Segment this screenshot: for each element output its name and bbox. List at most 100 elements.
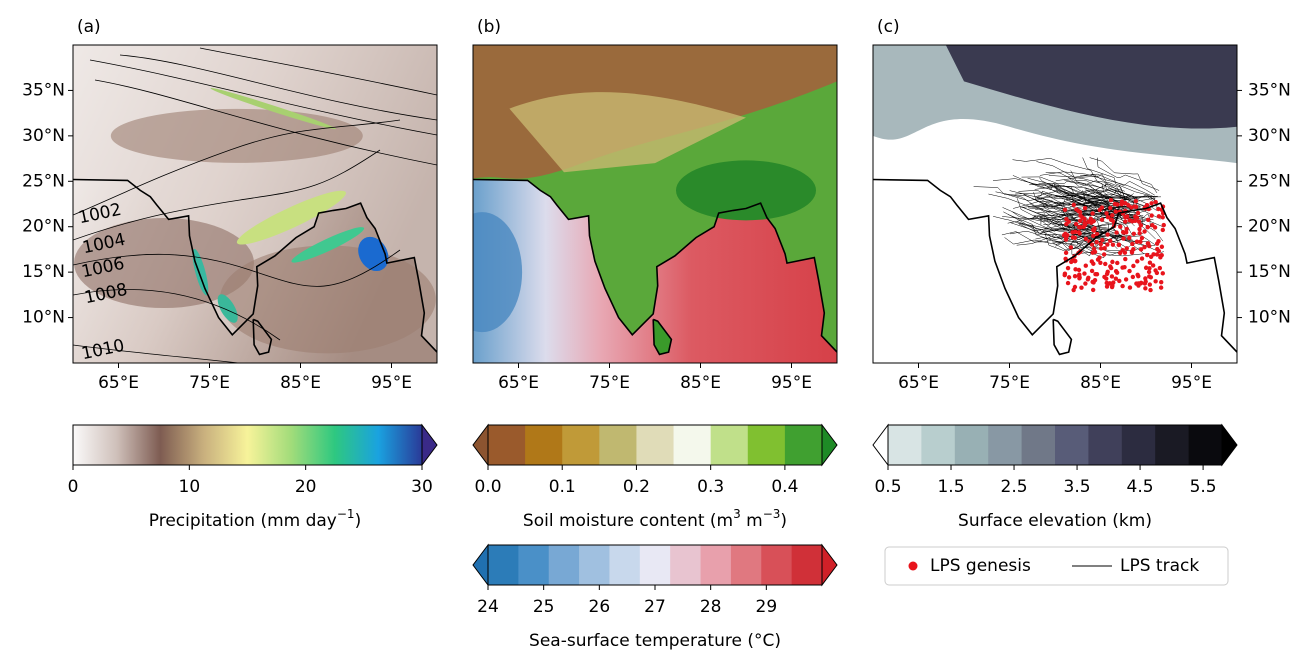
lps-genesis <box>1138 247 1144 252</box>
lps-genesis <box>1114 270 1120 275</box>
lps-genesis <box>1159 253 1164 258</box>
colorbar-tick-label: 25 <box>533 597 555 617</box>
lps-genesis <box>1127 235 1132 241</box>
lon-label: 65°E <box>898 373 939 393</box>
lps-genesis <box>1146 217 1151 223</box>
lat-label: 10°N <box>1248 308 1291 328</box>
legend-label: LPS track <box>1120 556 1199 576</box>
lps-genesis <box>1082 271 1087 276</box>
colorbar-cell <box>518 545 550 585</box>
lps-genesis <box>1100 237 1105 243</box>
colorbar-cell <box>599 425 637 465</box>
lps-genesis <box>1063 250 1069 255</box>
precip-area <box>291 227 365 263</box>
colorbar-cell <box>488 425 526 465</box>
lps-genesis <box>1073 258 1078 264</box>
lps-genesis <box>1094 239 1099 245</box>
lps-genesis <box>1083 263 1088 268</box>
lps-track <box>1055 173 1125 192</box>
lps-genesis <box>1117 250 1123 256</box>
lps-genesis <box>1123 277 1129 282</box>
lps-genesis <box>1073 267 1078 272</box>
precip-area <box>110 108 363 163</box>
lps-track <box>1097 157 1158 194</box>
colorbar-tick-label: 30 <box>411 477 433 497</box>
precip-area <box>192 248 209 296</box>
lps-genesis <box>1113 276 1119 281</box>
lps-genesis <box>1090 250 1095 255</box>
lps-genesis <box>1143 265 1149 270</box>
label-part: Sea-surface temperature (°C) <box>529 631 781 651</box>
colorbar-frame <box>72 424 423 466</box>
lat-label: 35°N <box>22 80 65 100</box>
lps-genesis <box>1091 233 1096 238</box>
lat-label: 15°N <box>22 262 65 282</box>
lps-genesis <box>1102 246 1107 251</box>
lps-genesis <box>1122 264 1127 270</box>
lon-label: 95°E <box>771 373 812 393</box>
lps-genesis <box>1156 214 1162 219</box>
lps-genesis <box>1136 283 1141 288</box>
colorbar-tick-label: 20 <box>295 477 317 497</box>
colorbar-cell <box>670 545 702 585</box>
precip-area <box>217 294 238 323</box>
colorbar-label: Soil moisture content (m3 m−3) <box>523 507 787 532</box>
lps-genesis <box>1160 271 1165 276</box>
lps-genesis <box>1089 268 1095 274</box>
colorbar-cell <box>888 425 922 465</box>
colorbar-cell <box>1121 425 1156 465</box>
lps-genesis <box>1147 260 1153 265</box>
lon-label: 75°E <box>189 373 230 393</box>
lps-genesis <box>1110 259 1115 265</box>
coastline <box>1052 318 1073 356</box>
lps-genesis <box>1065 265 1071 271</box>
lps-genesis <box>1150 263 1156 268</box>
colorbar-cell <box>562 425 600 465</box>
lps-genesis <box>1148 275 1154 280</box>
colorbar-tick-label: 4.5 <box>1127 477 1154 497</box>
isobar <box>73 119 401 216</box>
lps-genesis <box>1116 242 1122 247</box>
lps-genesis <box>1127 285 1133 290</box>
lps-genesis <box>1135 272 1140 278</box>
lps-genesis <box>1156 248 1162 254</box>
colorbar-label: Surface elevation (km) <box>958 511 1152 531</box>
colorbar-cell <box>791 545 823 585</box>
lps-track <box>1013 200 1095 226</box>
lps-genesis <box>1139 256 1145 261</box>
lps-track <box>1012 158 1118 193</box>
label-part: ) <box>780 511 787 531</box>
lps-genesis <box>1068 245 1074 250</box>
precip-area <box>219 245 436 354</box>
lps-genesis <box>1156 238 1161 244</box>
precip-area <box>236 190 346 245</box>
lps-track <box>1030 203 1120 242</box>
isobar <box>73 249 401 287</box>
lps-genesis <box>1142 229 1147 234</box>
transition <box>509 92 746 173</box>
lps-genesis <box>1091 261 1096 266</box>
colorbar-cell <box>988 425 1023 465</box>
lps-genesis <box>1156 206 1161 212</box>
lps-genesis <box>1070 230 1075 235</box>
lps-genesis <box>1145 224 1150 230</box>
lps-genesis <box>1062 207 1068 213</box>
lps-genesis <box>1089 220 1094 225</box>
colorbar-cell <box>639 545 671 585</box>
colorbar-tick-label: 24 <box>477 597 499 617</box>
lps-genesis <box>1157 265 1163 271</box>
lps-genesis <box>1138 239 1143 244</box>
label-part: Soil moisture content (m <box>523 511 733 531</box>
lat-label: 35°N <box>1248 80 1291 100</box>
label-part: Surface elevation (km) <box>958 511 1152 531</box>
lps-genesis <box>1133 199 1139 204</box>
colorbar-tick-label: 3.5 <box>1064 477 1091 497</box>
lps-genesis <box>1138 223 1144 228</box>
lps-genesis <box>1108 197 1114 203</box>
lps-genesis <box>1069 259 1074 265</box>
lps-genesis <box>1091 246 1097 252</box>
lps-genesis <box>1092 277 1098 283</box>
lps-genesis <box>1083 236 1089 241</box>
lps-genesis <box>1095 257 1101 262</box>
legend-box <box>884 546 1229 586</box>
